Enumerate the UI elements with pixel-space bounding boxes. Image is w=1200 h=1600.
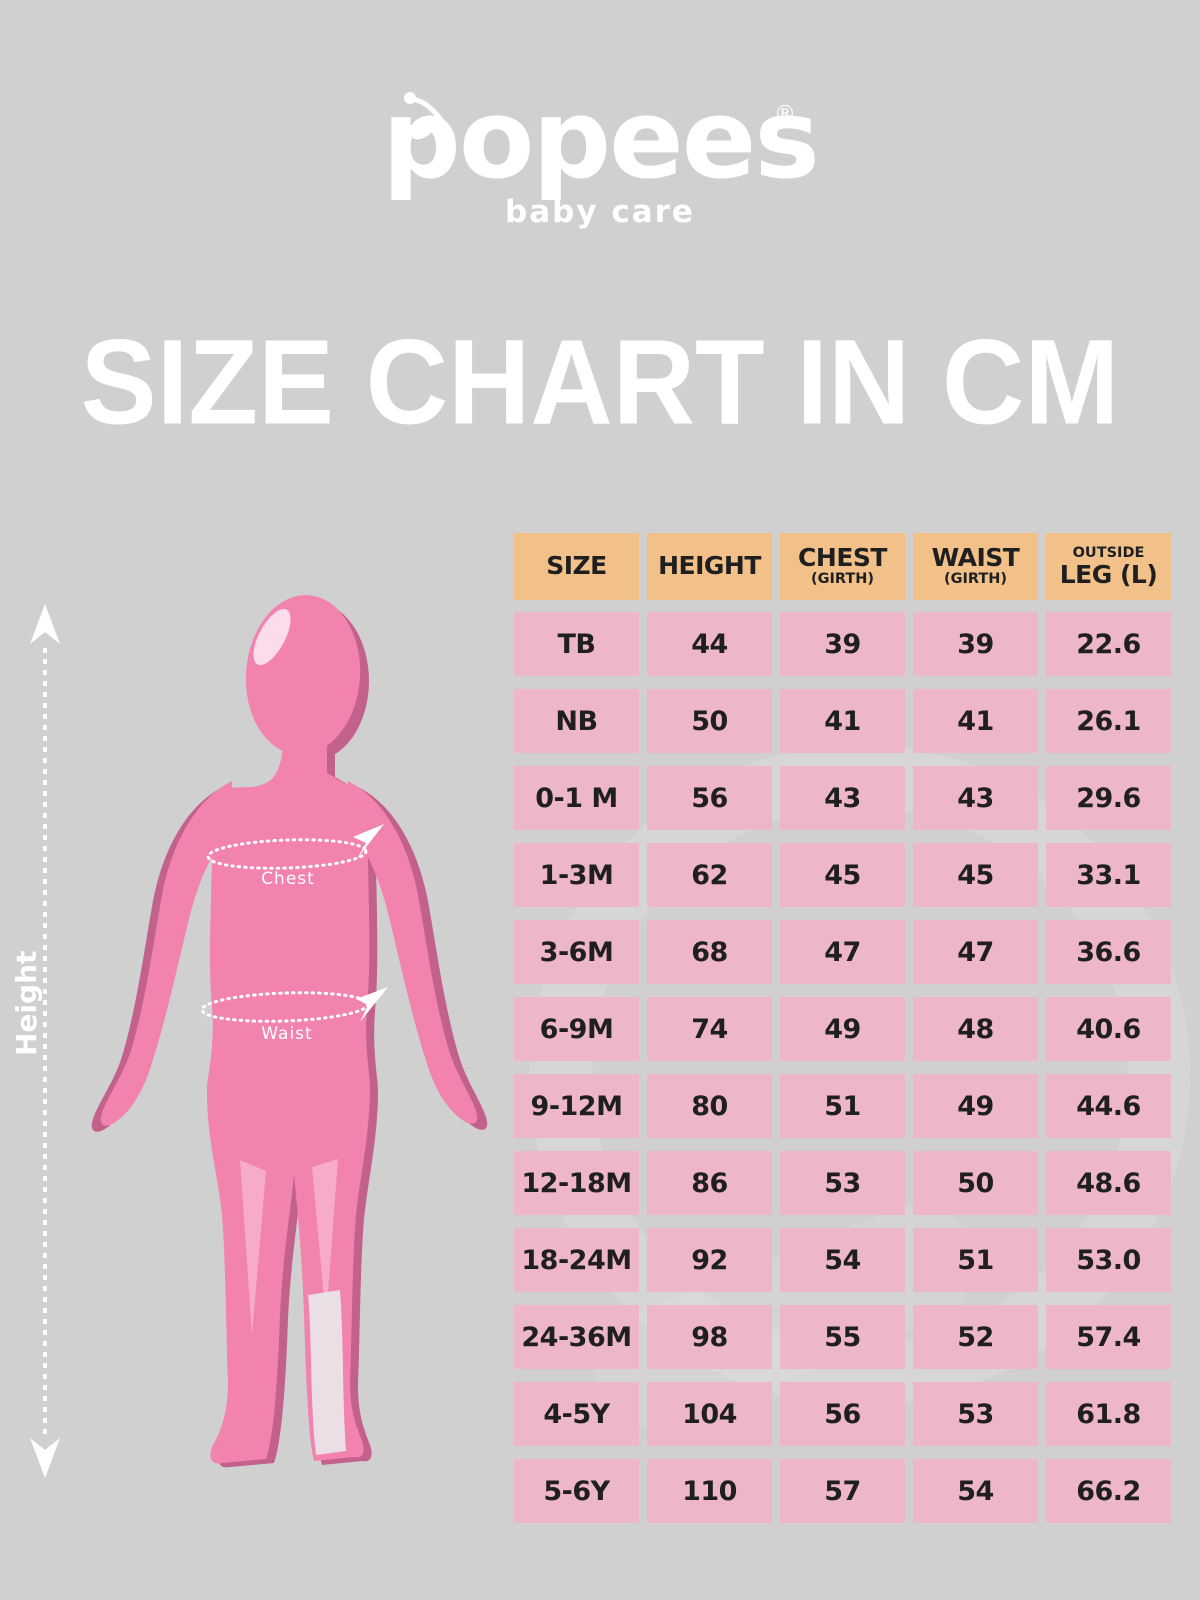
table-row: 18-24M 92 54 51 53.0 [514, 1228, 1171, 1292]
height-cell: 86 [647, 1151, 772, 1215]
registered-trademark-icon: ® [774, 102, 796, 127]
chest-cell: 43 [780, 766, 905, 830]
size-cell: 9-12M [514, 1074, 639, 1138]
chest-girth-ellipse [206, 824, 384, 870]
height-cell: 50 [647, 689, 772, 753]
table-row: 24-36M 98 55 52 57.4 [514, 1305, 1171, 1369]
leg-cell: 66.2 [1046, 1459, 1171, 1523]
baby-mannequin-figure [91, 595, 488, 1468]
header-cell-outside-leg: OUTSIDE LEG (L) [1046, 533, 1171, 600]
height-cell: 80 [647, 1074, 772, 1138]
leg-cell: 44.6 [1046, 1074, 1171, 1138]
height-arrow-up-icon [30, 604, 60, 644]
chest-cell: 49 [780, 997, 905, 1061]
size-cell: 12-18M [514, 1151, 639, 1215]
waist-cell: 48 [913, 997, 1038, 1061]
header-cell-waist: WAIST (GIRTH) [913, 533, 1038, 600]
brand-wordmark: popees [382, 75, 820, 203]
size-cell: 1-3M [514, 843, 639, 907]
height-cell: 68 [647, 920, 772, 984]
height-arrow-down-icon [30, 1438, 60, 1478]
table-row: 5-6Y 110 57 54 66.2 [514, 1459, 1171, 1523]
waist-arrow-icon [356, 987, 388, 1022]
table-row: 3-6M 68 47 47 36.6 [514, 920, 1171, 984]
size-table: SIZE HEIGHT CHEST (GIRTH) WAIST (GIRTH) … [514, 533, 1171, 1536]
size-cell: 0-1 M [514, 766, 639, 830]
height-cell: 56 [647, 766, 772, 830]
table-row: 9-12M 80 51 49 44.6 [514, 1074, 1171, 1138]
leg-cell: 36.6 [1046, 920, 1171, 984]
leg-cell: 61.8 [1046, 1382, 1171, 1446]
header-cell-size: SIZE [514, 533, 639, 600]
waist-cell: 50 [913, 1151, 1038, 1215]
chest-arrow-icon [353, 824, 384, 859]
waist-cell: 51 [913, 1228, 1038, 1292]
size-cell: 18-24M [514, 1228, 639, 1292]
table-row: 0-1 M 56 43 43 29.6 [514, 766, 1171, 830]
table-row: TB 44 39 39 22.6 [514, 612, 1171, 676]
waist-label: Waist [261, 1024, 313, 1044]
figure-highlights [240, 608, 346, 1455]
waist-cell: 41 [913, 689, 1038, 753]
height-cell: 104 [647, 1382, 772, 1446]
chest-cell: 41 [780, 689, 905, 753]
leg-cell: 29.6 [1046, 766, 1171, 830]
chest-cell: 47 [780, 920, 905, 984]
waist-cell: 39 [913, 612, 1038, 676]
brand-logo: popees baby care [0, 84, 1200, 230]
butterfly-antenna-icon [404, 92, 455, 141]
leg-cell: 53.0 [1046, 1228, 1171, 1292]
chest-cell: 51 [780, 1074, 905, 1138]
height-cell: 92 [647, 1228, 772, 1292]
size-cell: 5-6Y [514, 1459, 639, 1523]
chest-label: Chest [261, 869, 315, 889]
chest-cell: 57 [780, 1459, 905, 1523]
waist-girth-ellipse [200, 987, 388, 1023]
table-header-row: SIZE HEIGHT CHEST (GIRTH) WAIST (GIRTH) … [514, 533, 1171, 600]
size-cell: 3-6M [514, 920, 639, 984]
height-cell: 62 [647, 843, 772, 907]
table-row: 12-18M 86 53 50 48.6 [514, 1151, 1171, 1215]
chest-cell: 39 [780, 612, 905, 676]
size-cell: 6-9M [514, 997, 639, 1061]
waist-cell: 47 [913, 920, 1038, 984]
leg-cell: 33.1 [1046, 843, 1171, 907]
waist-cell: 54 [913, 1459, 1038, 1523]
chest-cell: 53 [780, 1151, 905, 1215]
chest-cell: 54 [780, 1228, 905, 1292]
header-cell-height: HEIGHT [647, 533, 772, 600]
table-row: 1-3M 62 45 45 33.1 [514, 843, 1171, 907]
waist-cell: 49 [913, 1074, 1038, 1138]
size-cell: TB [514, 612, 639, 676]
height-cell: 74 [647, 997, 772, 1061]
size-cell: 4-5Y [514, 1382, 639, 1446]
table-row: 6-9M 74 49 48 40.6 [514, 997, 1171, 1061]
height-dotted-line [43, 648, 47, 1438]
brand-tagline: baby care [505, 194, 695, 230]
leg-cell: 57.4 [1046, 1305, 1171, 1369]
table-row: 4-5Y 104 56 53 61.8 [514, 1382, 1171, 1446]
waist-cell: 52 [913, 1305, 1038, 1369]
waist-cell: 43 [913, 766, 1038, 830]
page-title: SIZE CHART IN CM [80, 315, 1120, 450]
table-row: NB 50 41 41 26.1 [514, 689, 1171, 753]
chest-cell: 45 [780, 843, 905, 907]
leg-cell: 48.6 [1046, 1151, 1171, 1215]
height-cell: 44 [647, 612, 772, 676]
chest-cell: 55 [780, 1305, 905, 1369]
height-cell: 110 [647, 1459, 772, 1523]
leg-cell: 40.6 [1046, 997, 1171, 1061]
height-cell: 98 [647, 1305, 772, 1369]
leg-cell: 26.1 [1046, 689, 1171, 753]
size-cell: NB [514, 689, 639, 753]
waist-cell: 53 [913, 1382, 1038, 1446]
header-cell-chest: CHEST (GIRTH) [780, 533, 905, 600]
leg-cell: 22.6 [1046, 612, 1171, 676]
size-cell: 24-36M [514, 1305, 639, 1369]
height-label: Height [10, 950, 43, 1056]
waist-cell: 45 [913, 843, 1038, 907]
chest-cell: 56 [780, 1382, 905, 1446]
